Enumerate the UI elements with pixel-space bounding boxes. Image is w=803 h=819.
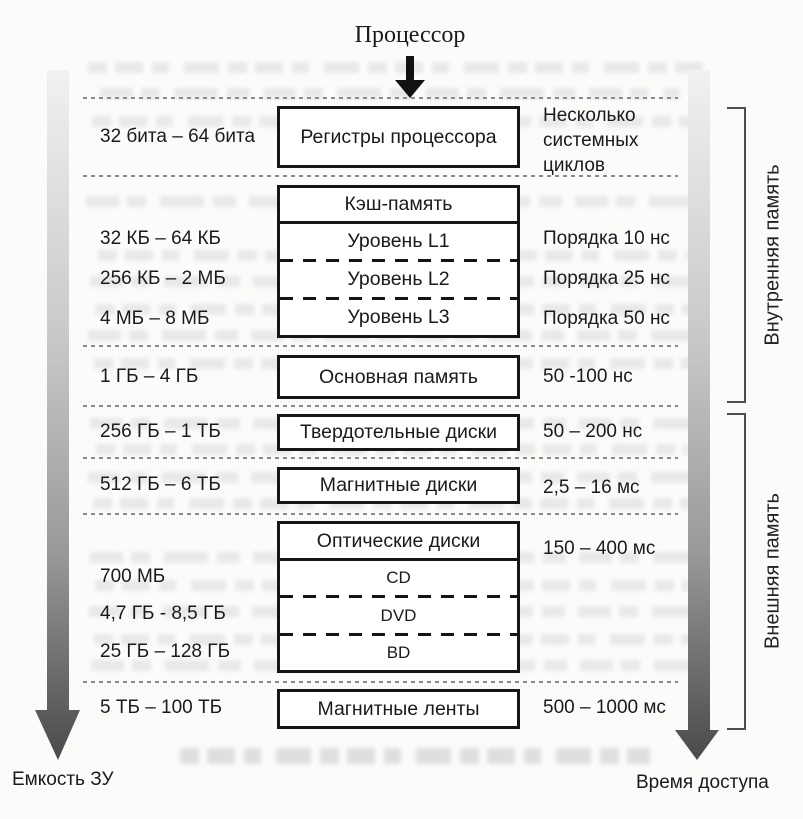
cache-box: Кэш-память Уровень L1 Уровень L2 Уровень…	[277, 185, 520, 338]
main-memory-box: Основная память	[277, 355, 520, 399]
tape-box: Магнитные ленты	[277, 689, 520, 729]
cache-level-l2: Уровень L2	[347, 268, 450, 291]
access-time-arrow	[675, 70, 719, 760]
optical-level-dvd: DVD	[380, 605, 417, 625]
capacity-label: 1 ГБ – 4 ГБ	[100, 366, 199, 387]
capacity-label: 700 МБ	[100, 566, 166, 587]
capacity-arrow	[35, 70, 80, 760]
access-time-label: Порядка 50 нс	[543, 308, 670, 329]
registers-box: Регистры процессора	[277, 106, 520, 168]
access-time-label: 500 – 1000 мс	[543, 697, 666, 718]
tape-box-label: Магнитные ленты	[317, 697, 480, 720]
hdd-box: Магнитные диски	[277, 467, 520, 504]
capacity-label: 256 КБ – 2 МБ	[100, 268, 226, 289]
dashed-separator	[83, 405, 678, 407]
capacity-label: 512 ГБ – 6 ТБ	[100, 474, 221, 495]
dashed-divider	[280, 595, 517, 599]
capacity-label: 32 бита – 64 бита	[100, 126, 256, 147]
dashed-separator	[83, 681, 678, 683]
hdd-box-label: Магнитные диски	[319, 474, 478, 497]
processor-down-arrow-icon	[395, 56, 425, 98]
access-time-label: 50 – 200 нс	[543, 421, 643, 442]
ssd-box: Твердотельные диски	[277, 414, 520, 451]
optical-box-header: Оптические диски	[280, 524, 517, 561]
capacity-label: 32 КБ – 64 КБ	[100, 228, 222, 249]
bleed-through-text	[180, 748, 650, 764]
dashed-separator	[83, 457, 678, 459]
dashed-separator	[83, 97, 678, 99]
access-time-label: 2,5 – 16 мс	[543, 477, 640, 498]
dashed-separator	[83, 345, 678, 347]
capacity-axis-label: Емкость ЗУ	[12, 769, 114, 790]
access-time-label: 150 – 400 мс	[543, 538, 656, 559]
dashed-separator	[83, 513, 678, 515]
bleed-through-text	[100, 88, 680, 99]
internal-memory-bracket	[727, 107, 746, 403]
external-memory-label: Внешняя память	[761, 493, 784, 649]
access-time-label: Несколько системных циклов	[543, 105, 639, 176]
bleed-through-text	[88, 62, 703, 73]
optical-box: Оптические диски CD DVD BD	[277, 521, 520, 673]
internal-memory-label: Внутренняя память	[761, 164, 784, 346]
dashed-divider	[280, 632, 517, 636]
ssd-box-label: Твердотельные диски	[299, 421, 498, 444]
main-memory-box-label: Основная память	[319, 365, 478, 388]
dashed-divider	[280, 297, 517, 300]
capacity-label: 25 ГБ – 128 ГБ	[100, 641, 231, 662]
processor-label: Процессор	[354, 22, 466, 48]
access-time-label: Порядка 25 нс	[543, 268, 670, 289]
cache-box-header: Кэш-память	[280, 188, 517, 224]
external-memory-bracket	[727, 413, 746, 730]
capacity-label: 5 ТБ – 100 ТБ	[100, 697, 223, 718]
capacity-label: 4,7 ГБ - 8,5 ГБ	[100, 603, 226, 624]
dashed-separator	[83, 175, 678, 177]
dashed-divider	[280, 259, 517, 262]
cache-level-l1: Уровень L1	[347, 230, 450, 253]
registers-box-label: Регистры процессора	[300, 125, 497, 148]
capacity-label: 256 ГБ – 1 ТБ	[100, 421, 221, 442]
access-time-label: 50 -100 нс	[543, 366, 633, 387]
optical-level-bd: BD	[386, 642, 411, 662]
capacity-label: 4 МБ – 8 МБ	[100, 308, 210, 329]
cache-level-l3: Уровень L3	[347, 306, 450, 329]
access-time-label: Порядка 10 нс	[543, 228, 670, 249]
optical-level-cd: CD	[386, 568, 411, 588]
time-axis-label: Время доступа	[636, 772, 769, 793]
